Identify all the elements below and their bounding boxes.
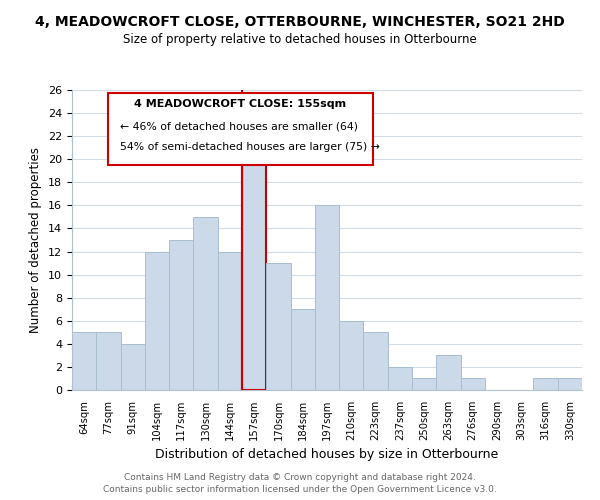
Bar	[339, 321, 364, 390]
Bar	[169, 240, 193, 390]
Bar	[193, 217, 218, 390]
Bar	[388, 367, 412, 390]
Bar	[121, 344, 145, 390]
Bar	[461, 378, 485, 390]
Bar	[72, 332, 96, 390]
Bar	[96, 332, 121, 390]
X-axis label: Distribution of detached houses by size in Otterbourne: Distribution of detached houses by size …	[155, 448, 499, 462]
Text: Contains HM Land Registry data © Crown copyright and database right 2024.: Contains HM Land Registry data © Crown c…	[124, 472, 476, 482]
Text: Size of property relative to detached houses in Otterbourne: Size of property relative to detached ho…	[123, 32, 477, 46]
Bar	[364, 332, 388, 390]
Y-axis label: Number of detached properties: Number of detached properties	[29, 147, 43, 333]
Text: 4, MEADOWCROFT CLOSE, OTTERBOURNE, WINCHESTER, SO21 2HD: 4, MEADOWCROFT CLOSE, OTTERBOURNE, WINCH…	[35, 15, 565, 29]
Bar	[533, 378, 558, 390]
Bar	[315, 206, 339, 390]
Bar	[266, 263, 290, 390]
Bar	[412, 378, 436, 390]
Bar	[145, 252, 169, 390]
Bar	[290, 309, 315, 390]
Bar	[558, 378, 582, 390]
FancyBboxPatch shape	[108, 93, 373, 165]
Text: Contains public sector information licensed under the Open Government Licence v3: Contains public sector information licen…	[103, 485, 497, 494]
Bar	[242, 148, 266, 390]
Bar	[436, 356, 461, 390]
Bar	[218, 252, 242, 390]
Text: ← 46% of detached houses are smaller (64): ← 46% of detached houses are smaller (64…	[121, 122, 358, 132]
Text: 54% of semi-detached houses are larger (75) →: 54% of semi-detached houses are larger (…	[121, 142, 380, 152]
Text: 4 MEADOWCROFT CLOSE: 155sqm: 4 MEADOWCROFT CLOSE: 155sqm	[134, 99, 346, 109]
